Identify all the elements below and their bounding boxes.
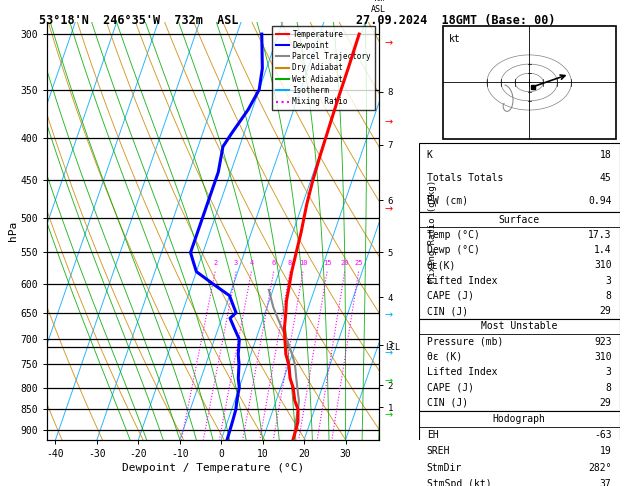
Text: Surface: Surface (499, 215, 540, 225)
Text: 37: 37 (600, 479, 611, 486)
Text: 53°18'N  246°35'W  732m  ASL: 53°18'N 246°35'W 732m ASL (38, 14, 238, 27)
Text: K: K (426, 150, 433, 159)
Text: Dewp (°C): Dewp (°C) (426, 245, 479, 255)
Bar (419, 411, 620, 486)
Legend: Temperature, Dewpoint, Parcel Trajectory, Dry Adiabat, Wet Adiabat, Isotherm, Mi: Temperature, Dewpoint, Parcel Trajectory… (272, 26, 375, 110)
Text: 45: 45 (600, 173, 611, 183)
Text: Most Unstable: Most Unstable (481, 321, 557, 331)
Bar (419, 143, 620, 212)
Text: →: → (385, 311, 393, 320)
Y-axis label: Mixing Ratio (g/kg): Mixing Ratio (g/kg) (428, 180, 437, 282)
Text: EH: EH (426, 430, 438, 440)
Text: CIN (J): CIN (J) (426, 398, 468, 408)
Text: StmDir: StmDir (426, 463, 462, 472)
Text: SREH: SREH (426, 446, 450, 456)
Text: Temp (°C): Temp (°C) (426, 230, 479, 240)
Text: θε(K): θε(K) (426, 260, 456, 270)
Text: →: → (385, 38, 393, 49)
Text: 8: 8 (606, 291, 611, 301)
Text: Lifted Index: Lifted Index (426, 276, 497, 286)
Text: 3: 3 (606, 276, 611, 286)
Text: →: → (385, 377, 393, 386)
Text: 15: 15 (323, 260, 331, 266)
Text: 29: 29 (600, 398, 611, 408)
Text: CAPE (J): CAPE (J) (426, 291, 474, 301)
Text: CAPE (J): CAPE (J) (426, 382, 474, 393)
Text: km
ASL: km ASL (371, 0, 386, 14)
Y-axis label: hPa: hPa (8, 221, 18, 241)
Text: Pressure (mb): Pressure (mb) (426, 337, 503, 347)
Text: 29: 29 (600, 306, 611, 316)
Text: 8: 8 (606, 382, 611, 393)
Text: 0.94: 0.94 (588, 195, 611, 206)
Bar (419, 319, 620, 411)
Text: 310: 310 (594, 352, 611, 362)
Text: 282°: 282° (588, 463, 611, 472)
Text: 3: 3 (606, 367, 611, 377)
Text: 27.09.2024  18GMT (Base: 00): 27.09.2024 18GMT (Base: 00) (356, 14, 556, 27)
Text: 18: 18 (600, 150, 611, 159)
Text: 2: 2 (213, 260, 217, 266)
Text: 1.4: 1.4 (594, 245, 611, 255)
Text: 25: 25 (354, 260, 363, 266)
Text: CIN (J): CIN (J) (426, 306, 468, 316)
Text: →: → (385, 117, 393, 127)
Text: Totals Totals: Totals Totals (426, 173, 503, 183)
Text: 19: 19 (600, 446, 611, 456)
Text: 923: 923 (594, 337, 611, 347)
Text: PW (cm): PW (cm) (426, 195, 468, 206)
Text: →: → (385, 205, 393, 214)
X-axis label: Dewpoint / Temperature (°C): Dewpoint / Temperature (°C) (122, 463, 304, 473)
Text: 8: 8 (288, 260, 292, 266)
Text: Hodograph: Hodograph (493, 414, 545, 424)
Text: θε (K): θε (K) (426, 352, 462, 362)
Text: 10: 10 (299, 260, 307, 266)
Bar (443, 26, 616, 139)
Text: →: → (385, 348, 393, 359)
Text: 4: 4 (249, 260, 253, 266)
Text: 310: 310 (594, 260, 611, 270)
Text: →: → (385, 410, 393, 420)
Text: StmSpd (kt): StmSpd (kt) (426, 479, 491, 486)
Text: 20: 20 (340, 260, 349, 266)
Text: 17.3: 17.3 (588, 230, 611, 240)
Text: 6: 6 (272, 260, 276, 266)
Bar (419, 212, 620, 319)
Text: kt: kt (448, 35, 460, 44)
Text: -63: -63 (594, 430, 611, 440)
Text: Lifted Index: Lifted Index (426, 367, 497, 377)
Text: 3: 3 (234, 260, 238, 266)
Text: LCL: LCL (386, 343, 400, 351)
